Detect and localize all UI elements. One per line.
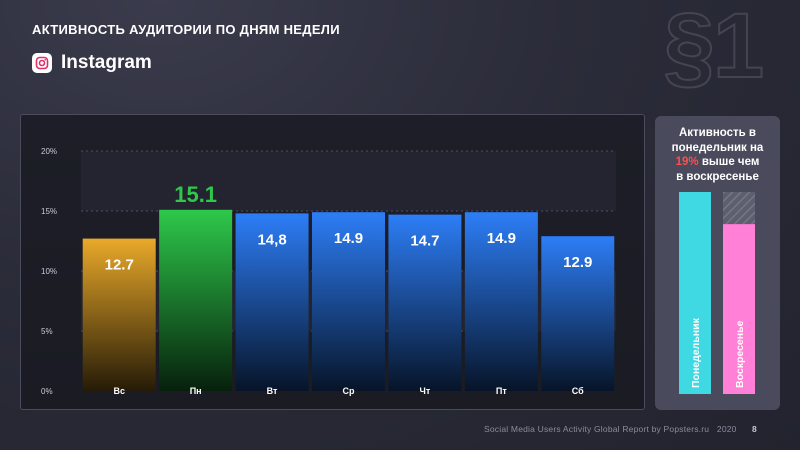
bar-Ср [312, 212, 385, 391]
bar-value-label: 12.9 [563, 254, 592, 271]
comparison-bar-sunday [723, 224, 755, 394]
comparison-panel: Активность в понедельник на 19% выше чем… [655, 116, 780, 410]
x-tick-label: Пн [190, 386, 202, 396]
grid-band [81, 151, 616, 211]
footer-year: 2020 [716, 424, 737, 434]
bar-Пт [464, 212, 538, 391]
bar-value-label: 14,8 [257, 231, 286, 248]
bar-value-label: 12.7 [105, 257, 134, 274]
bar-value-label: 15.1 [174, 182, 217, 207]
footer-source-text: Social Media Users Activity Global Repor… [484, 424, 710, 434]
section-mark: §1 [663, 0, 765, 97]
network-name: Instagram [61, 52, 152, 73]
x-tick-label: Ср [343, 386, 355, 396]
instagram-icon [32, 53, 52, 73]
y-tick-label: 20% [41, 147, 57, 156]
bar-Вс [82, 238, 156, 391]
bar-Вт [235, 213, 309, 391]
comparison-bar-monday [679, 192, 711, 394]
page-title: АКТИВНОСТЬ АУДИТОРИИ ПО ДНЯМ НЕДЕЛИ [32, 22, 340, 37]
x-tick-label: Сб [572, 386, 584, 396]
y-tick-label: 5% [41, 327, 53, 336]
y-tick-label: 0% [41, 387, 53, 396]
comparison-bars: Понедельник Воскресенье [679, 192, 755, 394]
comparison-line-3-rest: выше чем [698, 156, 760, 169]
bar-chart: 0% 5% 10% 15% 20% 12.7 Вс 15.1 Пн 14,8 Вт 14.9 Ср 14.… [41, 147, 616, 396]
difference-hatch [723, 192, 755, 225]
bar-Чт [388, 214, 462, 391]
comparison-line-3: 19% выше чем [655, 155, 780, 170]
bar-Сб [541, 236, 615, 391]
bar-chart-panel: 0% 5% 10% 15% 20% 12.7 Вс 15.1 Пн 14,8 Вт 14.9 Ср 14.… [20, 114, 645, 410]
comparison-line-2: понедельник на [671, 141, 764, 154]
comparison-bar-label: Понедельник [690, 317, 702, 388]
comparison-percent: 19% [675, 156, 699, 169]
y-tick-label: 15% [41, 207, 57, 216]
page-number: 8 [752, 424, 757, 434]
bar-value-label: 14.9 [487, 230, 516, 247]
bar-value-label: 14.9 [334, 230, 363, 247]
network-heading: Instagram [32, 52, 152, 74]
x-tick-label: Чт [420, 386, 431, 396]
comparison-text: Активность в понедельник на 19% выше чем… [655, 126, 780, 184]
x-tick-label: Пт [496, 386, 507, 396]
comparison-line-4: в воскресенье [676, 170, 759, 183]
footer-source: Social Media Users Activity Global Repor… [484, 424, 737, 434]
y-tick-label: 10% [41, 267, 57, 276]
bar-value-label: 14.7 [410, 233, 439, 250]
x-tick-label: Вт [267, 386, 278, 396]
comparison-line-1: Активность в [678, 127, 756, 139]
bar-Пн [159, 209, 233, 391]
comparison-bar-label: Воскресенье [734, 320, 746, 388]
x-tick-label: Вс [113, 386, 125, 396]
